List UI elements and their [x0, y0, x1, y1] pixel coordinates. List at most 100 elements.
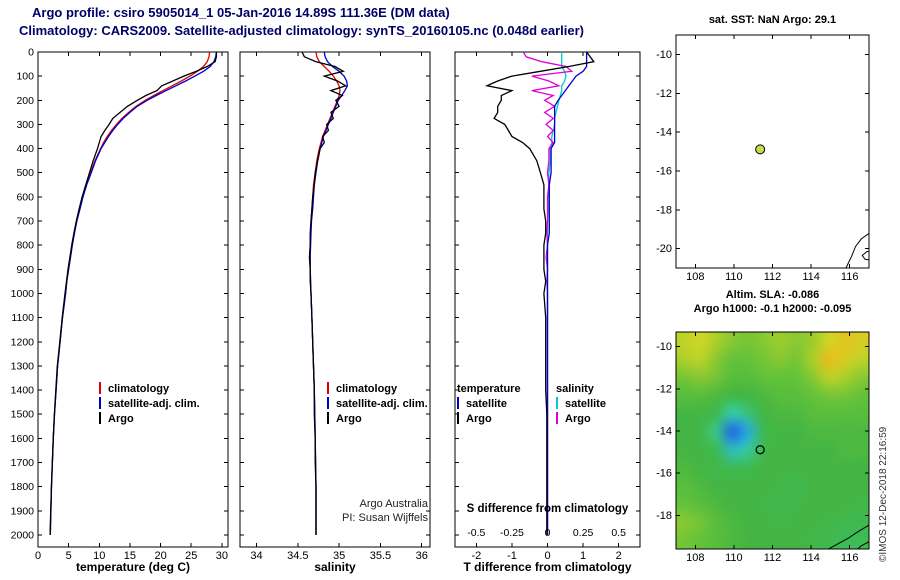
legend-item: satellite-adj. clim.: [327, 397, 428, 412]
series-salinity-satellite: [546, 52, 567, 535]
argo-line-marker: [99, 412, 101, 424]
x-tick-label: 1: [580, 550, 586, 562]
series-argo: [49, 52, 218, 535]
satellite-line-marker: [457, 397, 459, 409]
y-tick-label: 1300: [11, 360, 35, 372]
x-tick-label: 34.5: [287, 550, 308, 562]
coastline: [857, 541, 869, 549]
y-tick-label: -10: [656, 341, 672, 353]
legend-item: Argo: [556, 412, 606, 427]
y-tick-label: -14: [656, 426, 672, 438]
y-tick-label: 200: [16, 95, 34, 107]
y-tick-label: -12: [656, 88, 672, 100]
difference-profile-series: [484, 52, 595, 535]
x-tick-label: 35: [333, 550, 345, 562]
s-tick-label: 0.25: [573, 527, 594, 539]
y-tick-label: -16: [656, 468, 672, 480]
sst-map-title: sat. SST: NaN Argo: 29.1: [708, 14, 837, 26]
s-tick-label: -0.25: [500, 527, 524, 539]
x-tick-label: 108: [686, 552, 704, 564]
series-climatology: [49, 52, 211, 535]
legend-label: Argo: [466, 413, 492, 425]
temperature-axis-label: temperature (deg C): [75, 560, 191, 574]
y-tick-label: 500: [16, 167, 34, 179]
sla-map-axes: [675, 331, 870, 550]
sst-map-content: [755, 144, 869, 268]
legend-label: satellite: [466, 398, 507, 410]
legend-label: Argo: [565, 413, 591, 425]
x-tick-label: 110: [725, 552, 743, 564]
x-tick-label: 114: [802, 552, 820, 564]
difference-profile-axes: [454, 51, 641, 548]
y-tick-label: 100: [16, 71, 34, 83]
y-tick-label: -18: [656, 510, 672, 522]
legend-item: satellite: [556, 397, 606, 412]
x-tick-label: 34: [250, 550, 262, 562]
y-tick-label: -20: [656, 243, 672, 255]
x-tick-label: 0: [544, 550, 550, 562]
temperature-profile-series: [49, 52, 218, 535]
x-tick-label: 30: [216, 550, 228, 562]
climatology-line-marker: [327, 382, 329, 394]
x-tick-label: 10: [93, 550, 105, 562]
satellite-line-marker: [556, 397, 558, 409]
x-tick-label: 0: [35, 550, 41, 562]
y-tick-label: 2000: [11, 529, 35, 541]
salinity-axis-label: salinity: [314, 560, 356, 574]
coastline: [827, 524, 869, 549]
series-argo: [301, 52, 348, 535]
argo-australia-note: Argo Australia: [359, 498, 428, 510]
y-tick-label: 300: [16, 119, 34, 131]
y-tick-label: 400: [16, 143, 34, 155]
y-tick-label: 1000: [11, 288, 35, 300]
y-tick-label: 0: [28, 47, 34, 59]
legend-item: Argo: [327, 412, 428, 427]
y-tick-label: 1400: [11, 385, 35, 397]
coastline: [845, 232, 869, 268]
s-tick-label: -0.5: [467, 527, 485, 539]
argo-position-marker: [755, 144, 766, 155]
temperature-profile-axes: [37, 51, 229, 548]
legend-label: satellite: [565, 398, 606, 410]
x-tick-label: 36: [416, 550, 428, 562]
x-tick-label: 5: [66, 550, 72, 562]
legend-label: Argo: [108, 413, 134, 425]
x-tick-label: -1: [507, 550, 517, 562]
series-satellite-adj-clim: [49, 52, 218, 535]
legend-group-title: temperature: [457, 383, 521, 395]
y-tick-label: 1600: [11, 433, 35, 445]
legend-label: satellite-adj. clim.: [108, 398, 200, 410]
argo-line-marker: [556, 412, 558, 424]
legend-label: satellite-adj. clim.: [336, 398, 428, 410]
y-tick-label: 1800: [11, 481, 35, 493]
sla-heatmap: [676, 332, 869, 549]
y-tick-label: 700: [16, 216, 34, 228]
y-tick-label: 1700: [11, 457, 35, 469]
y-tick-label: -16: [656, 165, 672, 177]
s-tick-label: 0.5: [611, 527, 626, 539]
imos-watermark: ©IMOS 12-Dec-2018 22:16:59: [878, 426, 889, 562]
x-tick-label: -2: [471, 550, 481, 562]
legend-item: satellite: [457, 397, 521, 412]
x-tick-label: 114: [802, 271, 820, 283]
x-tick-label: 25: [185, 550, 197, 562]
x-tick-label: 116: [841, 552, 859, 564]
legend-label: Argo: [336, 413, 362, 425]
sla-map-content: [755, 445, 869, 549]
y-tick-label: 1100: [11, 312, 34, 324]
argo-line-marker: [457, 412, 459, 424]
legend-item: Argo: [457, 412, 521, 427]
coastline: [861, 250, 869, 261]
satellite-line-marker: [99, 397, 101, 409]
x-tick-label: 2: [616, 550, 622, 562]
y-tick-label: -14: [656, 127, 672, 139]
salinity-legend: climatology satellite-adj. clim. Argo: [327, 382, 428, 427]
x-tick-label: 112: [764, 271, 782, 283]
y-tick-label: -18: [656, 204, 672, 216]
legend-item: climatology: [99, 382, 200, 397]
temperature-legend: climatology satellite-adj. clim. Argo: [99, 382, 200, 427]
legend-item: climatology: [327, 382, 428, 397]
argo-position-marker: [755, 445, 765, 455]
difference-salinity-legend: salinity satellite Argo: [556, 382, 606, 427]
